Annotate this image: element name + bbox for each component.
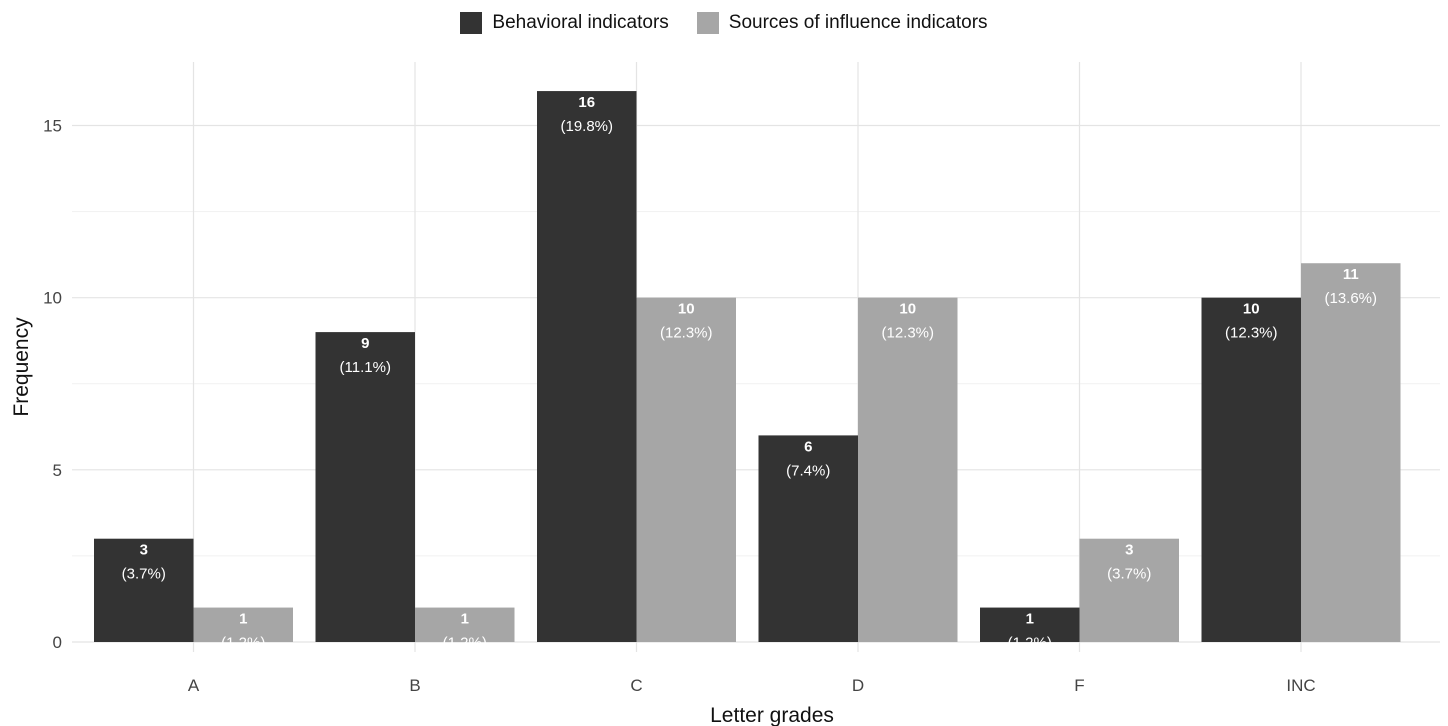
y-axis-title: Frequency (10, 317, 33, 417)
bar (1079, 538, 1179, 642)
bar (193, 607, 293, 642)
bar (980, 607, 1080, 642)
legend-label-sources: Sources of influence indicators (728, 12, 988, 33)
axes: 0 5 10 15 A B C D F INC (43, 117, 1316, 696)
bar-percent-label: (1.2%) (1008, 635, 1052, 652)
bar-percent-label: (7.4%) (786, 462, 830, 479)
legend-label-behavioral: Behavioral indicators (492, 12, 669, 33)
bar-percent-label: (12.3%) (881, 325, 934, 342)
bar-value-label: 16 (578, 94, 595, 111)
legend-swatch-sources (696, 12, 719, 34)
bar-percent-label: (12.3%) (660, 325, 713, 342)
y-tick-label: 5 (53, 461, 62, 480)
x-tick-label: A (188, 676, 200, 695)
bar (1201, 297, 1301, 642)
legend-item-sources: Sources of influence indicators (696, 12, 988, 34)
bar-value-label: 3 (140, 542, 148, 559)
x-tick-label: D (852, 676, 864, 695)
bar (315, 332, 415, 642)
bar-value-label: 9 (361, 335, 369, 352)
bar-value-label: 1 (1026, 611, 1034, 628)
bar-value-label: 11 (1343, 266, 1359, 283)
bar (858, 297, 958, 642)
x-tick-label: F (1074, 676, 1084, 695)
bar-value-label: 6 (804, 438, 812, 455)
bar-percent-label: (13.6%) (1324, 290, 1377, 307)
x-tick-label: C (630, 676, 642, 695)
bar-percent-label: (3.7%) (122, 566, 166, 583)
bar-percent-label: (19.8%) (560, 118, 613, 135)
bar (415, 607, 515, 642)
y-tick-label: 15 (43, 117, 62, 136)
bars (94, 91, 1401, 643)
bar-value-label: 10 (899, 301, 916, 318)
x-tick-label: INC (1286, 676, 1315, 695)
bar (636, 297, 736, 642)
y-tick-label: 10 (43, 289, 62, 308)
bar-percent-label: (1.2%) (443, 635, 487, 652)
bar-labels: 3 (3.7%) 9 (11.1%) 16 (19.8%) 6 (7.4%) 1 (1.2%) 10… (122, 94, 1377, 652)
bar-value-label: 1 (461, 611, 469, 628)
y-tick-label: 0 (53, 633, 62, 652)
legend: Behavioral indicators Sources of influen… (0, 12, 1448, 34)
bar-percent-label: (11.1%) (340, 359, 391, 376)
bar-percent-label: (1.2%) (221, 635, 265, 652)
x-tick-label: B (409, 676, 420, 695)
bar-value-label: 10 (678, 301, 695, 318)
bar (94, 538, 194, 642)
bar (537, 91, 637, 643)
bar (1301, 263, 1401, 642)
x-axis-title: Letter grades (710, 704, 834, 726)
bar-percent-label: (3.7%) (1107, 566, 1151, 583)
bar-value-label: 1 (239, 611, 247, 628)
legend-item-behavioral: Behavioral indicators (460, 12, 669, 34)
legend-swatch-behavioral (460, 12, 483, 34)
bar (758, 435, 858, 642)
bar-percent-label: (12.3%) (1225, 325, 1278, 342)
bar-value-label: 10 (1243, 301, 1260, 318)
bar-value-label: 3 (1125, 542, 1133, 559)
